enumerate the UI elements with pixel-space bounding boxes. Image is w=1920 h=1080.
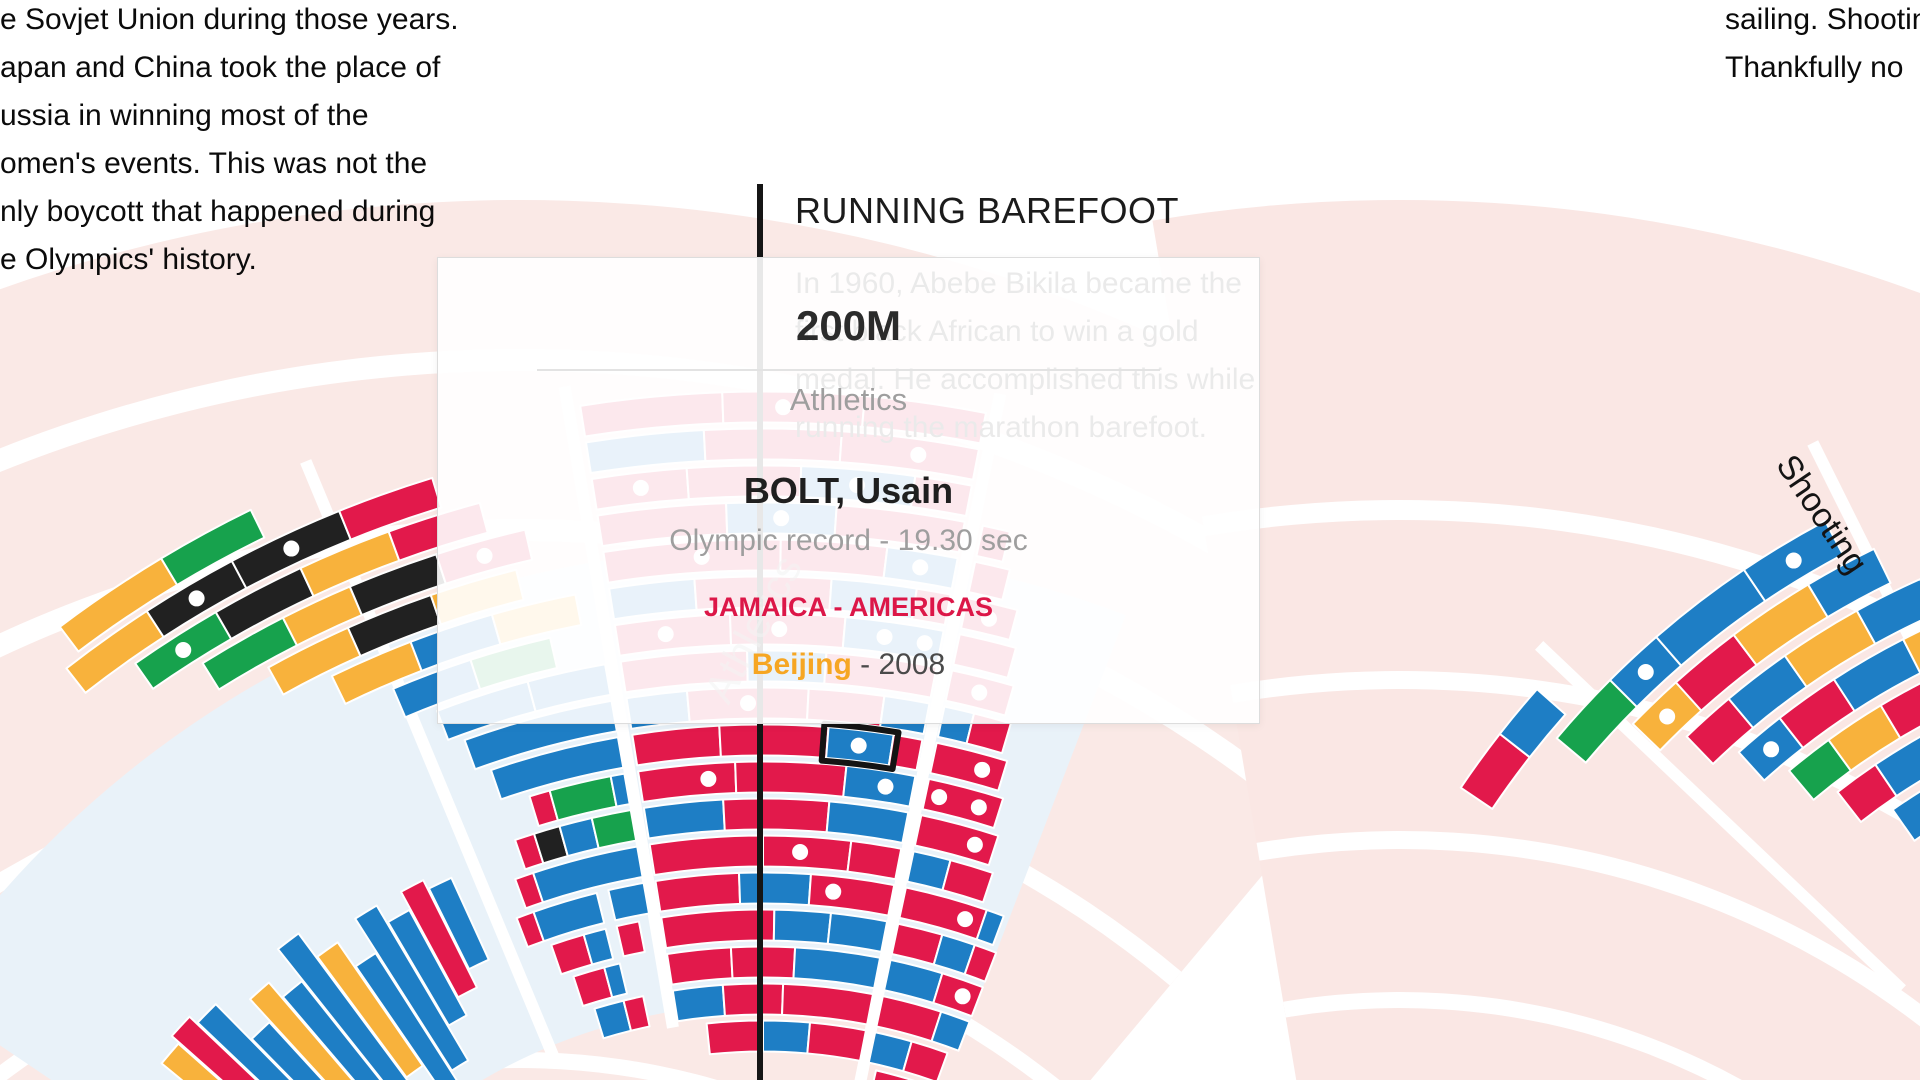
record-dot: [966, 836, 983, 853]
record-dot: [1659, 708, 1676, 725]
story-paragraph-left: e Sovjet Union during those years. apan a…: [0, 3, 459, 276]
year-spoke-segment: [354, 952, 458, 1080]
medal-arc-segment: [1855, 578, 1920, 645]
year-spoke-segment: [160, 1042, 222, 1080]
tooltip-divider: [537, 369, 1160, 371]
year-spoke-segment: [196, 1003, 292, 1080]
medal-arc-segment: [1874, 735, 1920, 798]
record-dot: [1785, 552, 1802, 569]
year-spoke-segment: [281, 980, 382, 1080]
medal-arc-segment: [622, 995, 651, 1032]
medal-arc-segment: [582, 927, 615, 966]
medal-arc-segment: [607, 881, 650, 922]
hovered-segment-highlight[interactable]: [818, 720, 902, 773]
year-spoke-segment: [249, 981, 354, 1080]
medal-arc-segment: [1891, 790, 1920, 842]
medal-arc-segment: [722, 797, 831, 834]
record-dot: [188, 590, 205, 607]
medal-arc-segment: [806, 1021, 867, 1062]
medal-arc-segment: [1498, 688, 1567, 759]
medal-arc-segment: [590, 809, 638, 850]
year-spoke-segment: [170, 1015, 258, 1080]
medal-arc-segment: [609, 772, 631, 808]
record-dot: [792, 843, 809, 860]
medal-arc-segment: [1879, 682, 1920, 739]
medal-arc-segment: [963, 943, 998, 983]
record-dot: [970, 799, 987, 816]
record-dot: [974, 761, 991, 778]
medal-arc-segment: [603, 962, 629, 999]
medal-arc-segment: [762, 1019, 812, 1055]
medal-arc-segment: [975, 908, 1005, 947]
medal-arc-segment: [913, 814, 1000, 867]
record-dot: [825, 883, 842, 900]
backdrop-gap-ring: [1283, 992, 1742, 1080]
medal-arc-segment: [1832, 638, 1920, 713]
medal-arc-segment: [705, 1019, 764, 1056]
medal-arc-segment: [489, 736, 625, 801]
medal-arc-segment: [615, 920, 646, 958]
medal-arc-segment: [729, 945, 797, 980]
medal-arc-segment: [671, 983, 726, 1023]
story-paragraph-right: sailing. Shootin Thankfully no: [1725, 3, 1920, 84]
record-dot: [1637, 664, 1654, 681]
medal-arc-segment: [826, 912, 889, 953]
backdrop-gap-ring: [1256, 831, 1920, 1027]
medal-arc-segment: [532, 891, 606, 943]
medal-arc-segment: [792, 946, 882, 990]
record-dot: [700, 770, 717, 787]
medal-arc-segment: [718, 723, 830, 759]
year-spoke-segment: [276, 932, 409, 1080]
medal-arc-segment: [532, 845, 644, 904]
year-spoke-segment: [354, 904, 470, 1072]
medal-arc-segment: [781, 982, 875, 1026]
medal-arc-segment: [846, 839, 903, 881]
record-dot: [954, 988, 971, 1005]
medal-arc-segment: [929, 741, 1009, 792]
year-spoke-segment: [316, 941, 424, 1079]
tooltip-record-value: Olympic record - 19.30 sec: [669, 524, 1028, 557]
tooltip-athlete-name: BOLT, Usain: [743, 470, 954, 511]
tooltip-city: Beijing: [751, 648, 852, 681]
backdrop-ring-band: [1152, 200, 1920, 1080]
record-dot: [850, 737, 867, 754]
medal-arc-segment: [772, 908, 832, 945]
tooltip-games: Beijing - 2008: [438, 648, 1259, 682]
tooltip-country-continent: JAMAICA - AMERICAS: [704, 592, 993, 622]
record-tooltip: 200M Athletics BOLT, Usain Olympic recor…: [437, 257, 1260, 724]
section-title: RUNNING BAREFOOT: [795, 190, 1180, 231]
year-spoke-segment: [386, 908, 468, 1027]
medal-arc-segment: [160, 508, 266, 586]
medal-arc-segment: [930, 1010, 971, 1052]
year-spoke-segment: [427, 876, 490, 971]
medal-arc-segment: [666, 946, 734, 986]
record-dot: [931, 789, 948, 806]
medal-arc-segment: [1807, 547, 1892, 619]
record-dot: [175, 641, 192, 658]
record-dot: [957, 911, 974, 928]
year-spoke-segment: [399, 879, 478, 999]
medal-arc-segment: [734, 760, 848, 798]
record-dot: [283, 540, 300, 557]
tooltip-year: - 2008: [851, 648, 946, 681]
medal-arc-segment: [721, 982, 785, 1017]
year-spoke-segment: [250, 1021, 324, 1080]
record-dot: [1763, 741, 1780, 758]
medal-arc-segment: [902, 1040, 949, 1080]
event-group-divider: [1807, 440, 1920, 672]
medal-arc-segment: [941, 859, 994, 904]
medal-arc-segment: [872, 1069, 911, 1080]
tooltip-discipline: Athletics: [789, 382, 908, 417]
medal-arc-segment: [738, 871, 812, 907]
medal-arc-segment: [1902, 629, 1920, 675]
record-dot: [877, 778, 894, 795]
tooltip-event-name: 200M: [795, 302, 902, 349]
medal-arc-segment: [825, 800, 910, 844]
